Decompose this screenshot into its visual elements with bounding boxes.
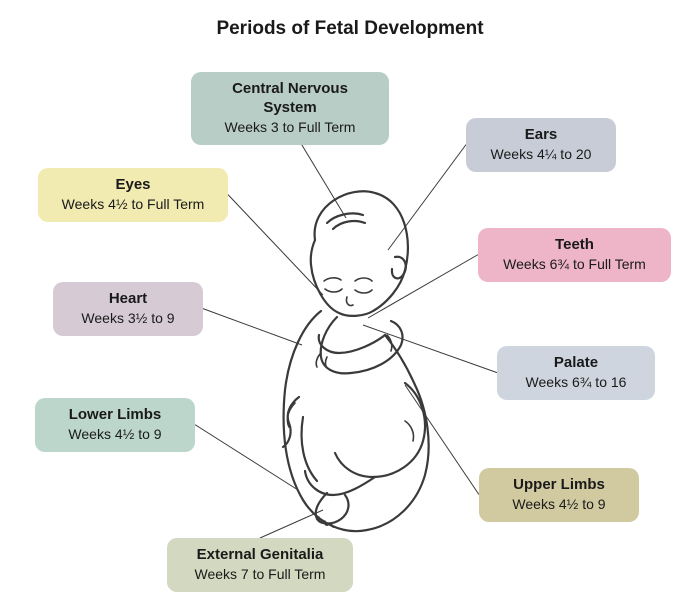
label-lower-name: Lower Limbs <box>49 406 181 425</box>
fetus-svg <box>255 185 460 545</box>
label-eyes-name: Eyes <box>52 176 214 195</box>
label-ext: External GenitaliaWeeks 7 to Full Term <box>167 538 353 592</box>
label-eyes: EyesWeeks 4½ to Full Term <box>38 168 228 222</box>
label-ears-period: Weeks 4¼ to 20 <box>480 146 602 164</box>
label-lower: Lower LimbsWeeks 4½ to 9 <box>35 398 195 452</box>
label-cns: Central Nervous SystemWeeks 3 to Full Te… <box>191 72 389 145</box>
label-teeth-name: Teeth <box>492 236 657 255</box>
page-title: Periods of Fetal Development <box>0 18 700 40</box>
label-lower-period: Weeks 4½ to 9 <box>49 426 181 444</box>
fetus-illustration <box>255 185 460 550</box>
label-ext-period: Weeks 7 to Full Term <box>181 566 339 584</box>
label-upper: Upper LimbsWeeks 4½ to 9 <box>479 468 639 522</box>
label-cns-period: Weeks 3 to Full Term <box>205 119 375 137</box>
label-teeth: TeethWeeks 6¾ to Full Term <box>478 228 671 282</box>
label-ears: EarsWeeks 4¼ to 20 <box>466 118 616 172</box>
label-upper-period: Weeks 4½ to 9 <box>493 496 625 514</box>
label-ears-name: Ears <box>480 126 602 145</box>
label-palate: PalateWeeks 6¾ to 16 <box>497 346 655 400</box>
label-palate-name: Palate <box>511 354 641 373</box>
label-upper-name: Upper Limbs <box>493 476 625 495</box>
label-cns-name: Central Nervous System <box>205 80 375 118</box>
label-teeth-period: Weeks 6¾ to Full Term <box>492 256 657 274</box>
title-text: Periods of Fetal Development <box>216 18 483 39</box>
label-heart: HeartWeeks 3½ to 9 <box>53 282 203 336</box>
label-heart-name: Heart <box>67 290 189 309</box>
label-heart-period: Weeks 3½ to 9 <box>67 310 189 328</box>
label-palate-period: Weeks 6¾ to 16 <box>511 374 641 392</box>
label-eyes-period: Weeks 4½ to Full Term <box>52 196 214 214</box>
label-ext-name: External Genitalia <box>181 546 339 565</box>
